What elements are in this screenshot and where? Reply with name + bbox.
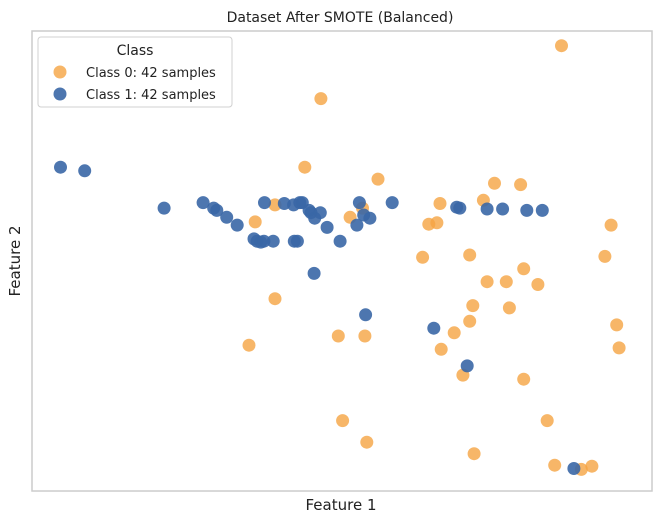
data-point-class-0	[499, 275, 513, 289]
data-point-class-1	[567, 462, 581, 475]
data-point-class-0	[434, 342, 448, 356]
data-point-class-1	[313, 206, 327, 220]
data-point-class-0	[517, 372, 531, 386]
data-points-layer	[54, 39, 626, 476]
chart-title: Dataset After SMOTE (Balanced)	[227, 10, 454, 26]
legend-label-class-1: Class 1: 42 samples	[86, 88, 216, 103]
data-point-class-0	[298, 160, 312, 174]
data-point-class-1	[350, 218, 364, 232]
data-point-class-1	[78, 164, 92, 178]
data-point-class-0	[612, 341, 626, 355]
data-point-class-0	[604, 218, 618, 232]
data-point-class-0	[517, 262, 531, 276]
data-point-class-1	[287, 198, 301, 212]
data-point-class-1	[453, 201, 467, 215]
data-point-class-0	[314, 92, 328, 106]
data-point-class-1	[363, 211, 377, 225]
data-point-class-0	[433, 197, 447, 210]
data-point-class-1	[352, 196, 366, 210]
data-point-class-0	[331, 329, 345, 343]
data-point-class-0	[242, 338, 256, 352]
data-point-class-1	[427, 321, 441, 335]
data-point-class-0	[548, 458, 562, 472]
data-point-class-1	[157, 201, 171, 215]
y-axis-label: Feature 2	[6, 226, 24, 297]
data-point-class-1	[210, 203, 224, 217]
data-point-class-0	[488, 176, 501, 190]
data-point-class-0	[463, 314, 477, 328]
data-point-class-0	[540, 414, 554, 428]
plot-area-frame	[31, 30, 653, 492]
data-point-class-0	[514, 178, 528, 192]
data-point-class-1	[266, 234, 280, 248]
data-point-class-1	[307, 266, 321, 280]
data-point-class-0	[248, 215, 262, 229]
data-point-class-1	[359, 308, 373, 322]
data-point-class-1	[520, 203, 534, 217]
data-point-class-0	[463, 248, 477, 262]
data-point-class-1	[460, 359, 474, 373]
x-axis-label: Feature 1	[306, 496, 377, 514]
data-point-class-1	[333, 234, 347, 248]
data-point-class-0	[467, 447, 481, 461]
data-point-class-0	[466, 299, 480, 313]
data-point-class-1	[320, 220, 334, 234]
data-point-class-0	[371, 172, 385, 186]
data-point-class-1	[385, 196, 399, 210]
data-point-class-0	[360, 435, 374, 449]
data-point-class-0	[358, 329, 372, 343]
data-point-class-1	[496, 202, 510, 216]
legend: Class Class 0: 42 samples Class 1: 42 sa…	[37, 36, 233, 108]
legend-box	[37, 36, 233, 108]
data-point-class-0	[268, 292, 282, 306]
data-point-class-1	[220, 210, 234, 224]
legend-label-class-0: Class 0: 42 samples	[86, 66, 216, 81]
data-point-class-0	[531, 278, 545, 291]
data-point-class-1	[54, 160, 67, 174]
data-point-class-1	[230, 218, 244, 232]
data-point-class-1	[535, 203, 549, 217]
data-point-class-0	[585, 459, 599, 473]
data-point-class-0	[336, 414, 350, 428]
data-point-class-1	[480, 202, 494, 216]
data-point-class-0	[480, 275, 494, 289]
legend-marker-class-1	[53, 87, 67, 101]
data-point-class-1	[290, 234, 304, 248]
data-point-class-1	[257, 234, 271, 248]
data-point-class-0	[502, 301, 516, 315]
data-point-class-0	[447, 326, 461, 340]
data-point-class-1	[258, 196, 271, 210]
data-point-class-0	[598, 249, 612, 263]
data-point-class-1	[196, 196, 210, 210]
legend-marker-class-0	[53, 65, 67, 79]
data-point-class-0	[555, 39, 568, 53]
data-point-class-0	[416, 250, 430, 264]
legend-title: Class	[117, 43, 154, 59]
data-point-class-0	[610, 318, 624, 332]
data-point-class-0	[430, 216, 444, 230]
